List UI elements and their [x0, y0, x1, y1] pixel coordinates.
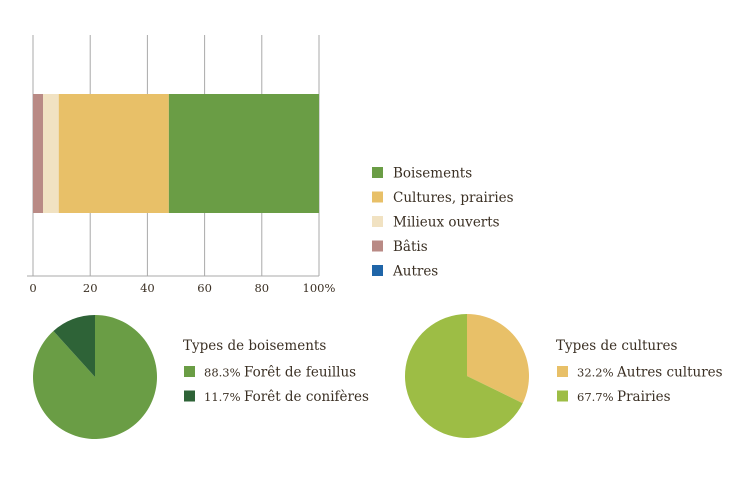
- slice-percent: 32.2%: [577, 366, 614, 380]
- bar-segments: [33, 94, 319, 213]
- pie-boisements: Types de boisements 88.3% Forêt de feuill…: [33, 315, 369, 439]
- legend-label: Boisements: [393, 166, 472, 182]
- bar-segment: [33, 94, 44, 213]
- legend-label: Cultures, prairies: [393, 190, 514, 206]
- pie-boisements-title: Types de boisements: [183, 338, 326, 354]
- legend-label: Milieux ouverts: [393, 215, 500, 231]
- legend-swatch: [372, 240, 383, 252]
- legend-label: Bâtis: [393, 239, 428, 255]
- x-axis-ticks: 0 20 40 60 80 100%: [29, 281, 335, 295]
- legend-swatch: [184, 366, 195, 377]
- legend-swatch: [372, 265, 383, 276]
- legend-swatch: [372, 216, 383, 227]
- legend-swatch: [184, 390, 195, 402]
- x-tick-label: 80: [254, 281, 269, 295]
- x-tick-label: 100%: [303, 281, 336, 295]
- slice-label: Prairies: [617, 389, 671, 405]
- bar-segment: [43, 94, 59, 213]
- pie-cultures-title: Types de cultures: [556, 338, 678, 354]
- pie-slice: [53, 315, 95, 377]
- slice-label: Forêt de feuillus: [244, 365, 356, 381]
- legend-swatch: [557, 390, 568, 402]
- slice-percent: 11.7%: [204, 390, 241, 404]
- x-tick-label: 20: [83, 281, 98, 295]
- slice-label: Autres cultures: [616, 365, 723, 381]
- slice-label: Forêt de conifères: [244, 389, 369, 405]
- x-tick-label: 60: [197, 281, 212, 295]
- pie-slice: [467, 314, 529, 404]
- slice-percent: 88.3%: [204, 366, 241, 380]
- pie-slice: [404, 314, 523, 438]
- bar-segment: [58, 94, 169, 213]
- legend-swatch: [372, 167, 383, 178]
- legend-swatch: [557, 366, 568, 377]
- bar-segment: [168, 94, 319, 213]
- bar-chart: 0 20 40 60 80 100%: [27, 35, 336, 295]
- pie-cultures: Types de cultures 32.2% Autres cultures67…: [404, 314, 723, 438]
- x-tick-label: 0: [29, 281, 36, 295]
- pie-boisements-slices: [33, 315, 157, 439]
- pie-cultures-slices: [404, 314, 529, 438]
- legend-label: Autres: [392, 264, 438, 280]
- x-tick-label: 40: [140, 281, 155, 295]
- legend-swatch: [372, 191, 383, 203]
- bar-legend: Boisements Cultures, prairies Milieux ouve…: [372, 166, 514, 280]
- slice-percent: 67.7%: [577, 390, 614, 404]
